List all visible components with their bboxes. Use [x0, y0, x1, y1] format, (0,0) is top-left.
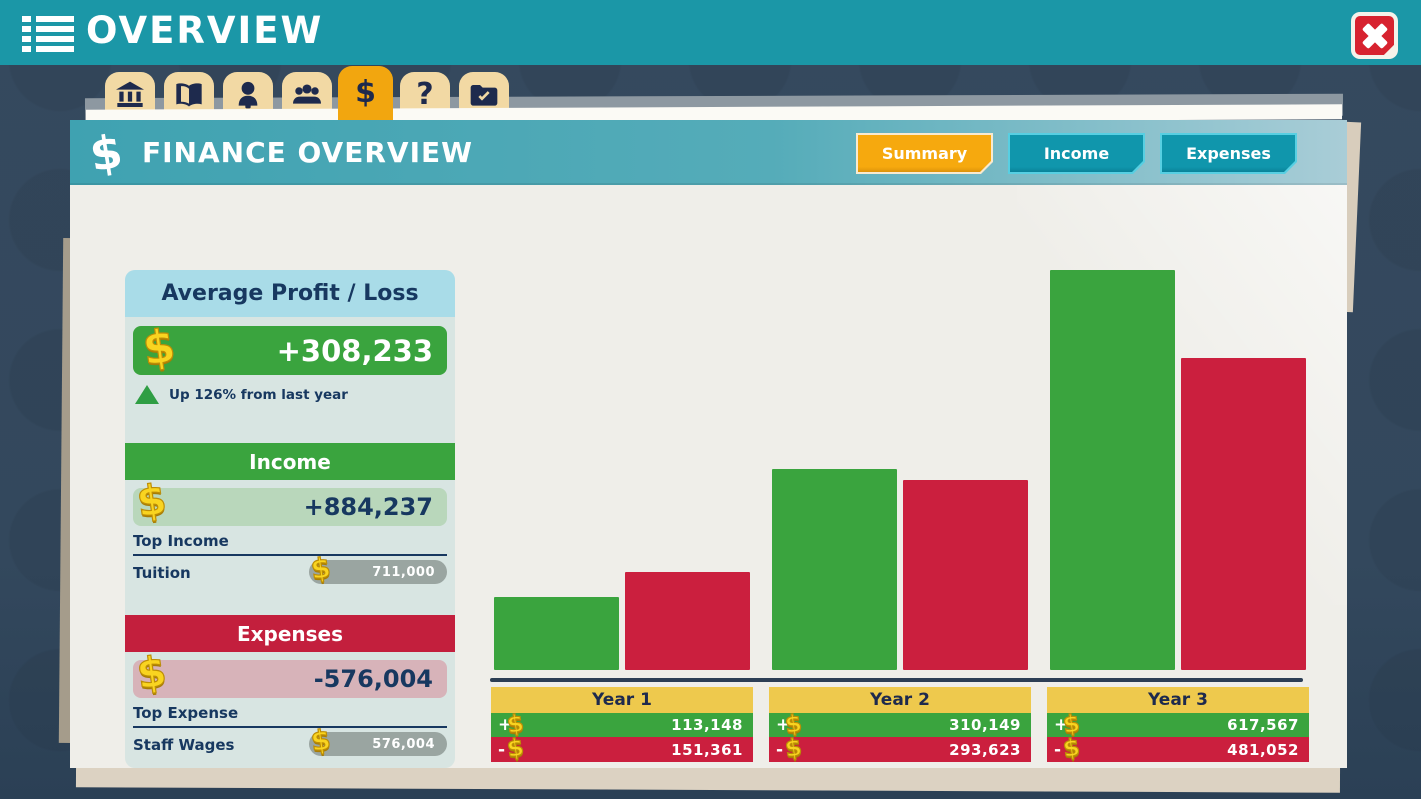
gold-dollar-icon: $: [133, 646, 170, 700]
close-button[interactable]: [1351, 12, 1398, 59]
year2-table: Year 2 + $ 310,149 - $ 293,623: [769, 687, 1031, 764]
chart-group-year1: [491, 252, 753, 670]
income-item-name: Tuition: [133, 564, 191, 582]
divider: [133, 554, 447, 556]
top-income-label: Top Income: [133, 532, 229, 550]
year1-income-value: 113,148: [671, 716, 743, 734]
top-expense-label: Top Expense: [133, 704, 239, 722]
book-icon: [176, 83, 202, 107]
expense-value: -576,004: [313, 665, 433, 693]
income-item-pill: $ 711,000: [308, 550, 447, 587]
income-value: +884,237: [303, 493, 433, 521]
question-icon: ?: [416, 77, 434, 112]
chart-group-year2: [769, 252, 1031, 670]
expense-bar-year2: [903, 480, 1028, 670]
gold-dollar-icon: $: [505, 732, 527, 764]
profit-loss-card: Average Profit / Loss $ +308,233 Up 126%…: [125, 270, 455, 768]
income-bar-year1: [494, 597, 619, 670]
year3-income-value: 617,567: [1227, 716, 1299, 734]
gold-dollar-icon: $: [133, 474, 170, 528]
expense-item-value: 576,004: [372, 736, 435, 752]
gold-dollar-icon: $: [308, 722, 334, 759]
year2-expense-value: 293,623: [949, 740, 1021, 759]
chart-group-year3: [1047, 252, 1309, 670]
person-icon: [238, 81, 258, 109]
income-section-header: Income: [125, 443, 455, 480]
year3-expense-row: - $ 481,052: [1047, 732, 1309, 764]
year1-header: Year 1: [491, 687, 753, 713]
summary-button[interactable]: Summary: [856, 133, 993, 174]
year3-expense-value: 481,052: [1227, 740, 1299, 759]
top-income-row: Tuition $ 711,000: [133, 550, 447, 587]
expense-bar-year1: [625, 572, 750, 670]
profit-value: +308,233: [276, 333, 433, 368]
folder-check-icon: [470, 85, 498, 106]
income-item-value: 711,000: [372, 564, 435, 580]
panel-title: FINANCE OVERVIEW: [142, 136, 474, 169]
expenses-section-header: Expenses: [125, 615, 455, 652]
finance-panel: $ FINANCE OVERVIEW Summary Income Expens…: [70, 120, 1347, 768]
trend-note: Up 126% from last year: [135, 385, 348, 404]
expense-item-name: Staff Wages: [133, 736, 235, 754]
year2-header: Year 2: [769, 687, 1031, 713]
year3-table: Year 3 + $ 617,567 - $ 481,052: [1047, 687, 1309, 764]
year2-income-value: 310,149: [949, 716, 1021, 734]
chart-baseline: [490, 678, 1303, 682]
gold-dollar-icon: $: [783, 732, 805, 764]
page-title: OVERVIEW: [86, 9, 324, 52]
income-value-bar: $ +884,237: [133, 474, 447, 527]
income-button[interactable]: Income: [1008, 133, 1145, 174]
expenses-button[interactable]: Expenses: [1160, 133, 1297, 174]
year1-expense-value: 151,361: [671, 740, 743, 759]
up-triangle-icon: [135, 385, 159, 404]
profit-loss-header: Average Profit / Loss: [125, 270, 455, 317]
menu-list-icon[interactable]: [22, 16, 74, 52]
expense-value-bar: $ -576,004: [133, 646, 447, 699]
bank-icon: [116, 81, 144, 107]
tab-finance[interactable]: $: [338, 66, 393, 120]
dollar-icon: $: [85, 123, 127, 183]
gold-dollar-icon: $: [139, 317, 179, 376]
gold-dollar-icon: $: [1061, 732, 1083, 764]
dollar-icon: $: [355, 75, 376, 110]
top-bar: OVERVIEW: [0, 0, 1421, 65]
year1-income-row: + $ 113,148: [491, 708, 753, 740]
income-bar-year2: [772, 469, 897, 670]
year1-expense-row: - $ 151,361: [491, 732, 753, 764]
divider: [133, 726, 447, 728]
gold-dollar-icon: $: [308, 550, 334, 587]
year2-income-row: + $ 310,149: [769, 708, 1031, 740]
people-icon: [293, 84, 321, 104]
year3-income-row: + $ 617,567: [1047, 708, 1309, 740]
panel-header: $ FINANCE OVERVIEW Summary Income Expens…: [70, 120, 1347, 185]
year2-expense-row: - $ 293,623: [769, 732, 1031, 764]
expense-bar-year3: [1181, 358, 1306, 670]
year3-header: Year 3: [1047, 687, 1309, 713]
expense-item-pill: $ 576,004: [308, 722, 447, 759]
year1-table: Year 1 + $ 113,148 - $ 151,361: [491, 687, 753, 764]
profit-value-bar: $ +308,233: [133, 317, 447, 377]
income-bar-year3: [1050, 270, 1175, 670]
panel-body: Average Profit / Loss $ +308,233 Up 126%…: [70, 185, 1347, 768]
top-expense-row: Staff Wages $ 576,004: [133, 722, 447, 759]
